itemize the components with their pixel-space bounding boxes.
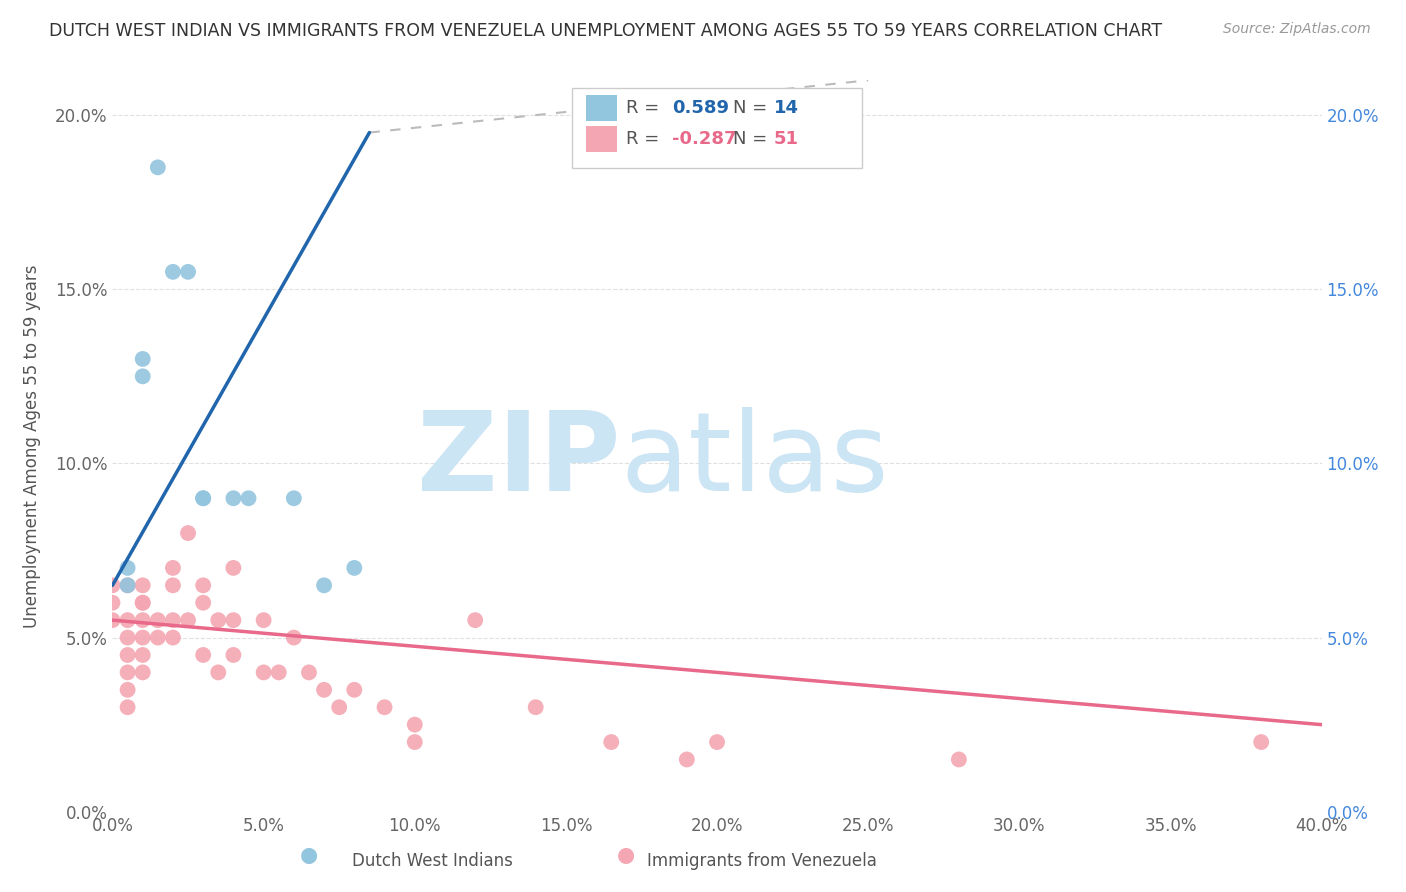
- Point: [117, 613, 139, 627]
- Text: Dutch West Indians: Dutch West Indians: [352, 852, 512, 870]
- Point: [343, 561, 366, 575]
- Point: [101, 596, 124, 610]
- Point: [191, 491, 214, 506]
- Point: [298, 665, 321, 680]
- Text: Immigrants from Venezuela: Immigrants from Venezuela: [647, 852, 876, 870]
- Point: [404, 735, 426, 749]
- FancyBboxPatch shape: [586, 127, 617, 152]
- Text: ZIP: ZIP: [418, 407, 620, 514]
- Point: [101, 613, 124, 627]
- Text: 0.589: 0.589: [672, 99, 730, 117]
- Point: [374, 700, 396, 714]
- Point: [117, 648, 139, 662]
- Text: atlas: atlas: [620, 407, 889, 514]
- Point: [117, 682, 139, 697]
- Point: [162, 265, 184, 279]
- Point: [191, 491, 214, 506]
- Point: [117, 561, 139, 575]
- Text: N =: N =: [733, 130, 773, 148]
- Point: [524, 700, 547, 714]
- Point: [132, 578, 155, 592]
- Point: [132, 596, 155, 610]
- Point: [253, 613, 276, 627]
- Point: [117, 578, 139, 592]
- Y-axis label: Unemployment Among Ages 55 to 59 years: Unemployment Among Ages 55 to 59 years: [24, 264, 41, 628]
- Point: [706, 735, 728, 749]
- Point: [207, 665, 229, 680]
- Point: [207, 613, 229, 627]
- Point: [117, 578, 139, 592]
- Point: [162, 631, 184, 645]
- Text: N =: N =: [733, 99, 773, 117]
- Text: DUTCH WEST INDIAN VS IMMIGRANTS FROM VENEZUELA UNEMPLOYMENT AMONG AGES 55 TO 59 : DUTCH WEST INDIAN VS IMMIGRANTS FROM VEN…: [49, 22, 1163, 40]
- Point: [191, 578, 214, 592]
- Point: [162, 578, 184, 592]
- Point: [146, 631, 169, 645]
- Text: ●: ●: [301, 846, 318, 865]
- Text: R =: R =: [626, 130, 665, 148]
- Text: 14: 14: [773, 99, 799, 117]
- Point: [132, 369, 155, 384]
- Text: R =: R =: [626, 99, 665, 117]
- FancyBboxPatch shape: [586, 95, 617, 120]
- Point: [1250, 735, 1272, 749]
- Point: [314, 682, 336, 697]
- Point: [162, 613, 184, 627]
- Point: [675, 752, 697, 766]
- Point: [328, 700, 350, 714]
- Point: [177, 613, 200, 627]
- Point: [238, 491, 260, 506]
- FancyBboxPatch shape: [572, 87, 862, 168]
- Point: [132, 596, 155, 610]
- Point: [222, 491, 245, 506]
- Point: [253, 665, 276, 680]
- Point: [283, 491, 305, 506]
- Point: [191, 648, 214, 662]
- Point: [404, 717, 426, 731]
- Point: [162, 561, 184, 575]
- Text: -0.287: -0.287: [672, 130, 737, 148]
- Point: [222, 648, 245, 662]
- Point: [343, 682, 366, 697]
- Point: [464, 613, 486, 627]
- Point: [132, 351, 155, 366]
- Point: [132, 648, 155, 662]
- Point: [132, 613, 155, 627]
- Point: [132, 665, 155, 680]
- Text: Source: ZipAtlas.com: Source: ZipAtlas.com: [1223, 22, 1371, 37]
- Point: [191, 596, 214, 610]
- Point: [146, 161, 169, 175]
- Point: [117, 700, 139, 714]
- Point: [600, 735, 623, 749]
- Point: [177, 265, 200, 279]
- Point: [948, 752, 970, 766]
- Point: [117, 631, 139, 645]
- Point: [101, 578, 124, 592]
- Point: [283, 631, 305, 645]
- Point: [132, 631, 155, 645]
- Point: [267, 665, 290, 680]
- Text: 51: 51: [773, 130, 799, 148]
- Point: [314, 578, 336, 592]
- Point: [222, 561, 245, 575]
- Point: [222, 613, 245, 627]
- Point: [117, 665, 139, 680]
- Text: ●: ●: [617, 846, 634, 865]
- Point: [177, 526, 200, 541]
- Point: [146, 613, 169, 627]
